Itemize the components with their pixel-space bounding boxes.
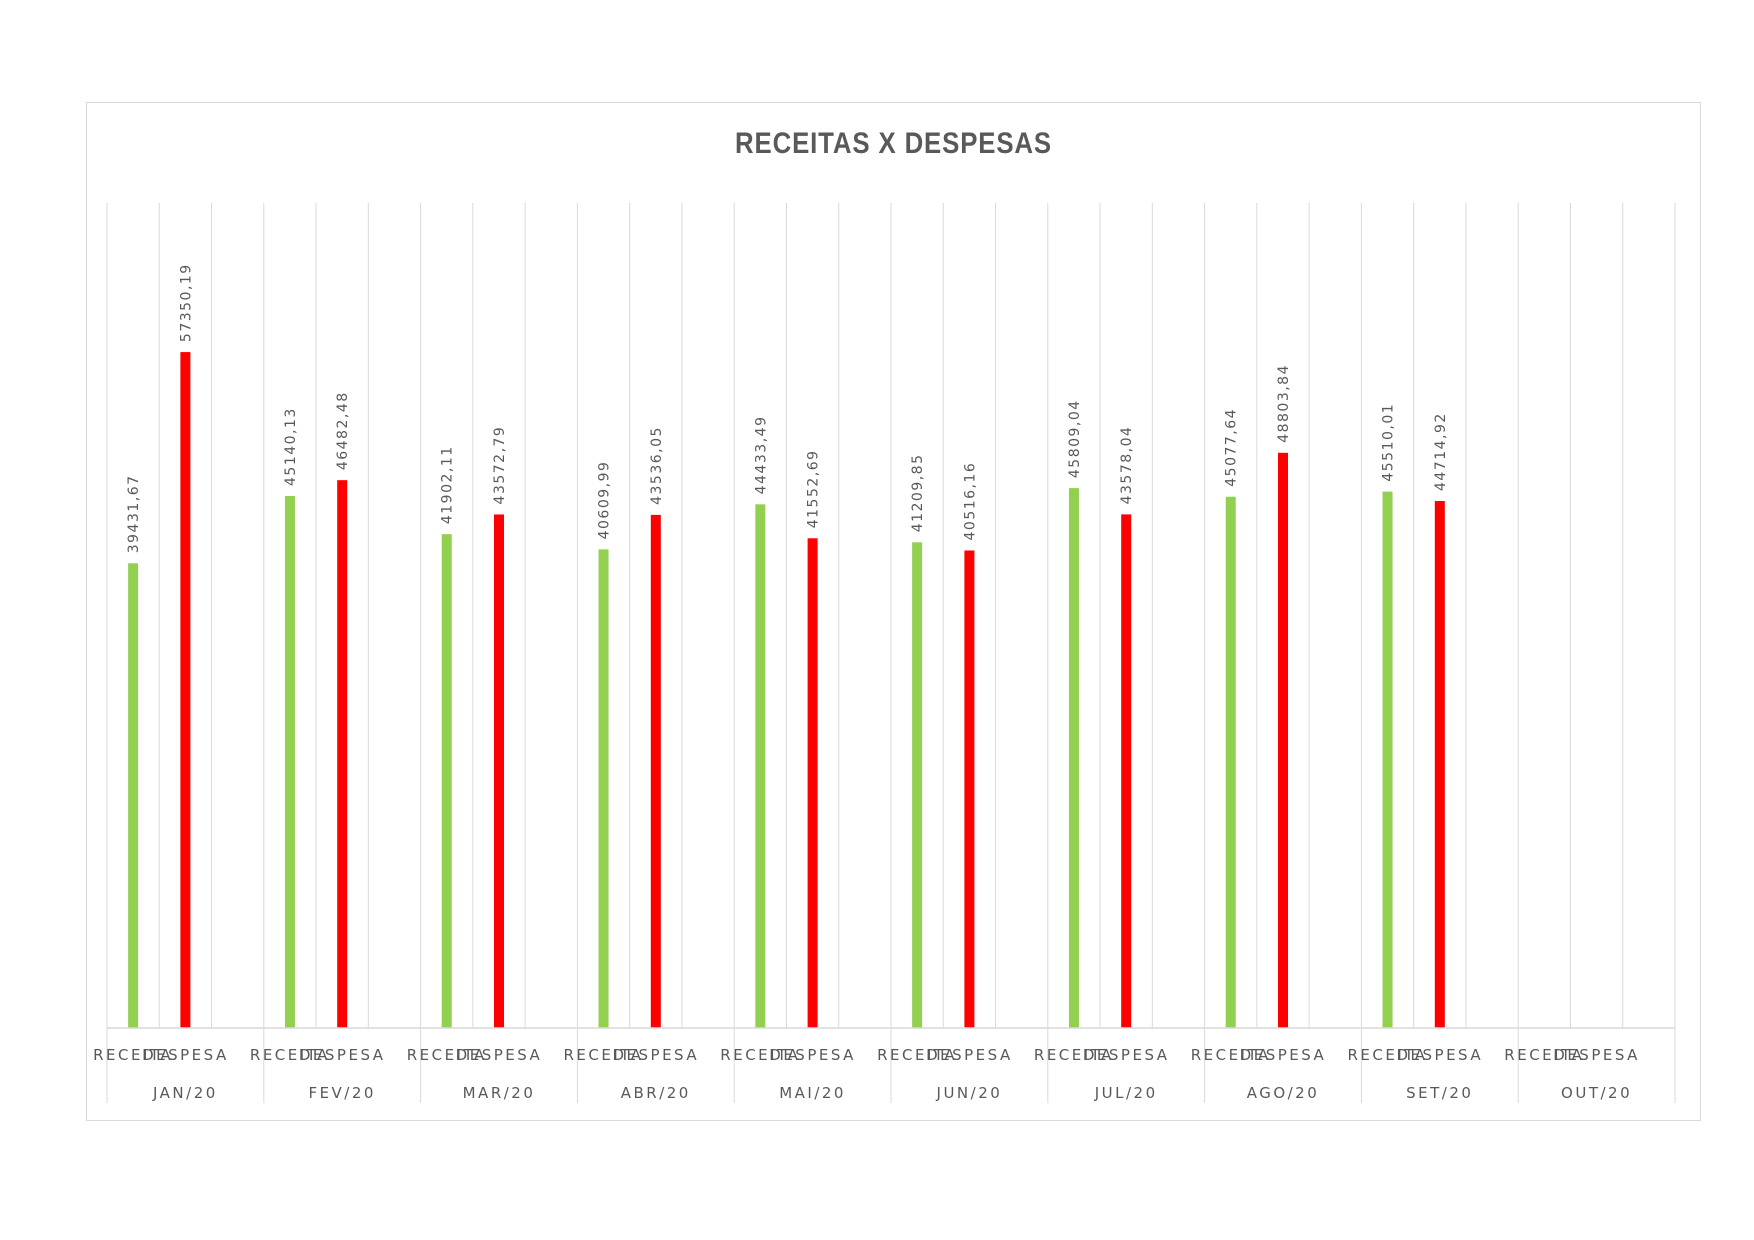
x-group-label: JUN/20 <box>936 1084 1003 1102</box>
x-group-label: JAN/20 <box>152 1084 218 1102</box>
x-tick-label-receita: RECEITA <box>250 1046 330 1064</box>
x-tick-label-despesa: DESPESA <box>1396 1046 1483 1064</box>
bar-despesa-3 <box>494 514 504 1028</box>
data-label: 45140,13 <box>283 407 299 486</box>
x-tick-label-despesa: DESPESA <box>456 1046 543 1064</box>
bar-despesa-8 <box>1278 452 1288 1028</box>
x-group-label: ABR/20 <box>621 1084 691 1102</box>
data-label: 43536,05 <box>649 426 665 505</box>
bar-receita-9 <box>1382 491 1393 1028</box>
x-tick-label-despesa: DESPESA <box>926 1046 1013 1064</box>
bar-despesa-7 <box>1121 514 1132 1028</box>
x-tick-label-receita: RECEITA <box>1191 1046 1271 1064</box>
x-group-label: MAR/20 <box>463 1084 536 1102</box>
data-label: 43578,04 <box>1119 426 1135 505</box>
x-group-label: OUT/20 <box>1561 1084 1632 1102</box>
x-tick-label-receita: RECEITA <box>407 1046 487 1064</box>
x-tick-label-receita: RECEITA <box>564 1046 644 1064</box>
x-group-label: MAI/20 <box>779 1084 846 1102</box>
data-label: 40609,99 <box>597 461 613 540</box>
bar-despesa-5 <box>807 538 818 1028</box>
x-tick-label-receita: RECEITA <box>1504 1046 1584 1064</box>
data-label: 41552,69 <box>806 449 822 528</box>
x-group-label: SET/20 <box>1406 1084 1473 1102</box>
data-label: 41209,85 <box>910 453 926 532</box>
x-tick-label-despesa: DESPESA <box>299 1046 386 1064</box>
bar-receita-7 <box>1068 488 1079 1028</box>
data-label: 45809,04 <box>1067 399 1083 478</box>
bar-receita-3 <box>441 534 452 1028</box>
bar-despesa-1 <box>180 352 191 1028</box>
data-label: 46482,48 <box>335 391 351 470</box>
x-group-label: FEV/20 <box>308 1084 376 1102</box>
x-group-label: JUL/20 <box>1094 1084 1158 1102</box>
bar-receita-4 <box>598 549 609 1028</box>
data-label: 41902,11 <box>440 445 456 524</box>
data-label: 44433,49 <box>753 416 769 495</box>
bar-receita-6 <box>912 542 923 1028</box>
chart-title: RECEITAS X DESPESAS <box>735 127 1052 160</box>
data-label: 45510,01 <box>1381 403 1397 482</box>
bar-despesa-4 <box>650 514 661 1028</box>
x-tick-label-despesa: DESPESA <box>612 1046 699 1064</box>
x-tick-label-despesa: DESPESA <box>1240 1046 1327 1064</box>
x-group-label: AGO/20 <box>1247 1084 1320 1102</box>
bar-receita-8 <box>1225 496 1236 1029</box>
x-tick-label-receita: RECEITA <box>1034 1046 1114 1064</box>
x-tick-label-despesa: DESPESA <box>769 1046 856 1064</box>
chart-frame: RECEITAS X DESPESAS 39431,67 57350,19 4514… <box>86 102 1701 1121</box>
data-label: 39431,67 <box>126 474 142 553</box>
x-tick-label-receita: RECEITA <box>720 1046 800 1064</box>
bar-receita-2 <box>284 495 295 1028</box>
data-label: 43572,79 <box>492 426 508 505</box>
bar-receita-5 <box>755 504 766 1028</box>
data-label: 44714,92 <box>1433 412 1449 491</box>
chart-plot: 39431,67 57350,19 45140,13 46482,48 41902,11… <box>93 203 1676 1103</box>
x-tick-label-receita: RECEITA <box>93 1046 173 1064</box>
x-tick-label-despesa: DESPESA <box>1553 1046 1640 1064</box>
bar-despesa-6 <box>964 550 975 1028</box>
data-label: 45077,64 <box>1224 408 1240 487</box>
data-label: 40516,16 <box>962 462 978 541</box>
x-tick-label-receita: RECEITA <box>1348 1046 1428 1064</box>
bar-receita-1 <box>128 563 139 1028</box>
x-tick-label-despesa: DESPESA <box>142 1046 229 1064</box>
x-tick-label-receita: RECEITA <box>877 1046 957 1064</box>
data-label: 57350,19 <box>178 263 194 342</box>
data-label: 48803,84 <box>1276 364 1292 443</box>
x-tick-label-despesa: DESPESA <box>1083 1046 1170 1064</box>
bar-despesa-2 <box>337 480 348 1028</box>
bar-despesa-9 <box>1434 501 1445 1029</box>
